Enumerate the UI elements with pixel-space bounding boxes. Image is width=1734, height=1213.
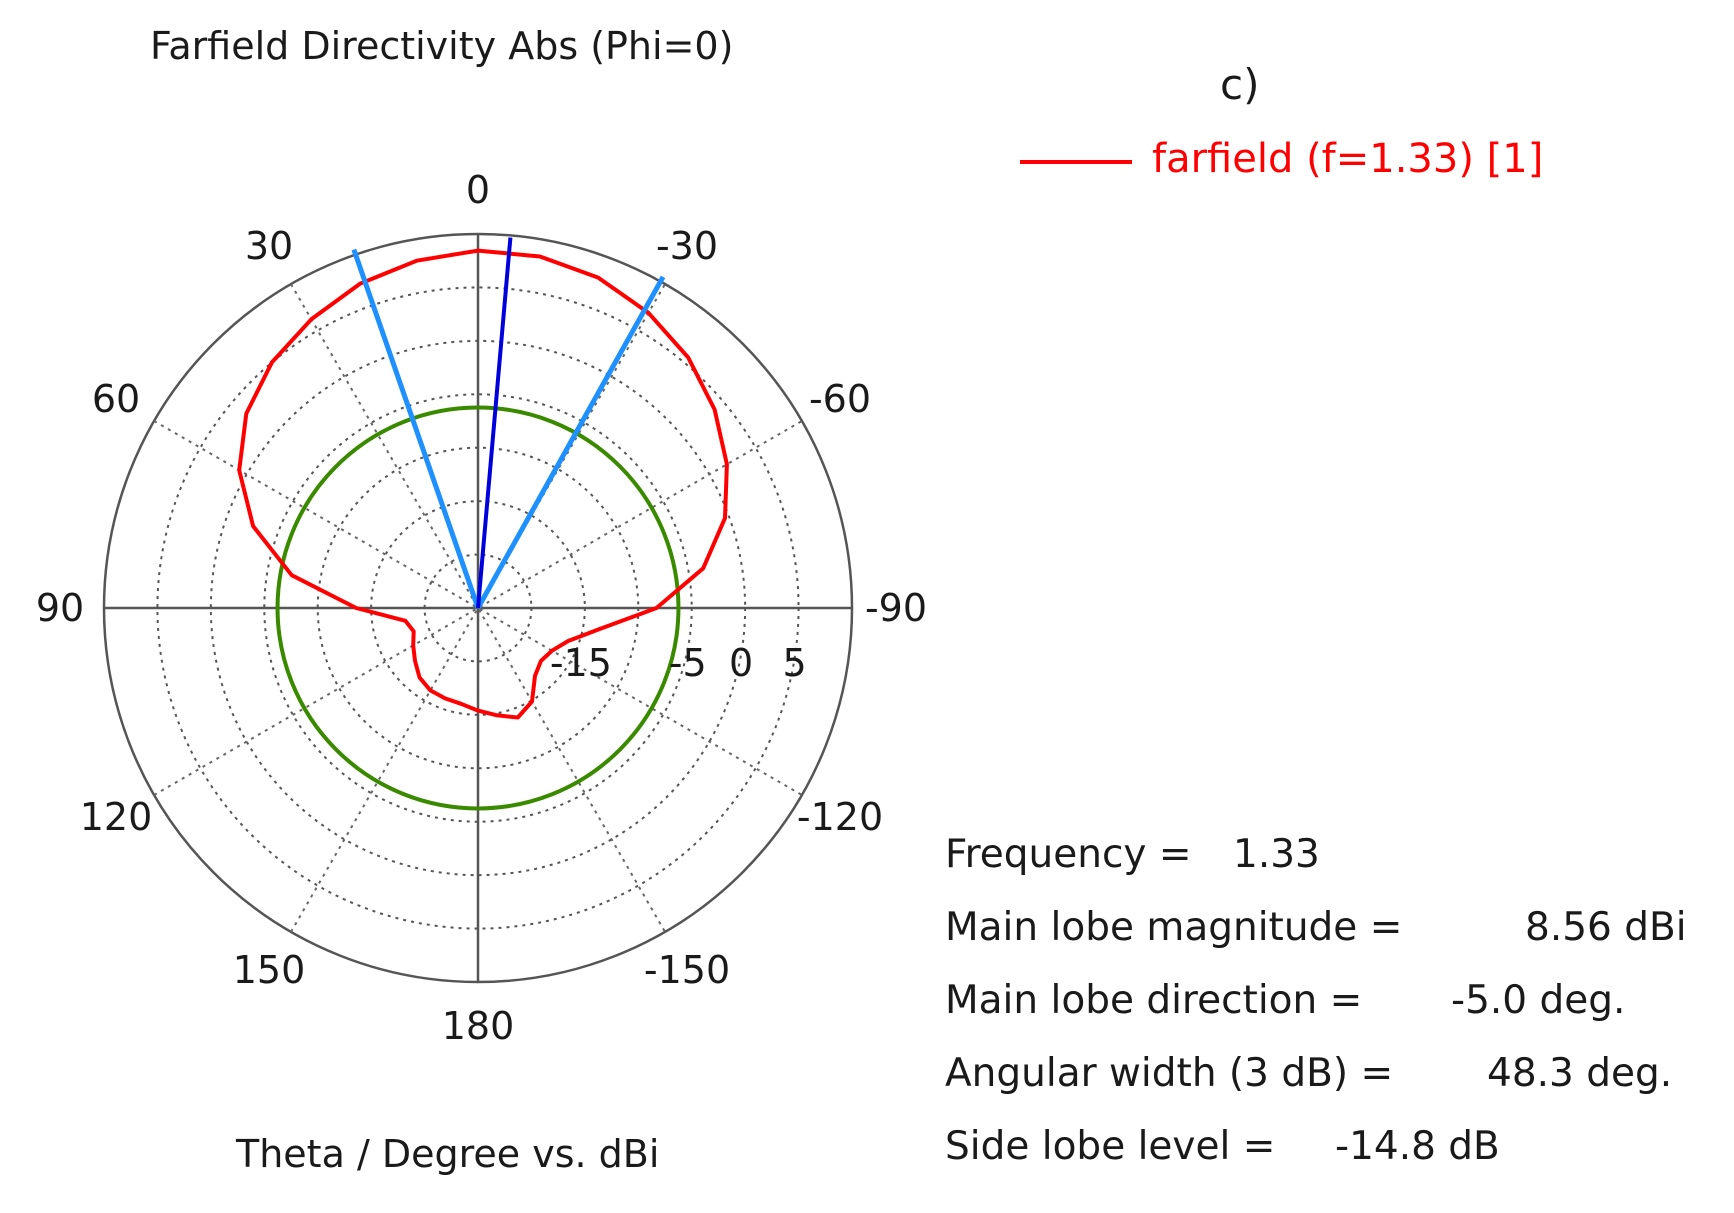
info-value: 1.33 xyxy=(1233,832,1320,877)
angle-tick-label: 120 xyxy=(80,795,153,839)
series-line xyxy=(237,248,729,720)
angle-tick-label: 0 xyxy=(466,168,490,212)
angle-tick-label: 150 xyxy=(233,948,306,992)
info-value: 48.3 deg. xyxy=(1487,1051,1673,1096)
info-label: Main lobe magnitude = xyxy=(945,905,1415,950)
angle-tick-label: -30 xyxy=(656,224,718,268)
angle-tick-label: -120 xyxy=(797,795,883,839)
info-label: Main lobe direction = xyxy=(945,978,1375,1023)
info-label: Frequency = xyxy=(945,832,1204,877)
angle-tick-label: 180 xyxy=(442,1004,515,1048)
side-lobe-circle xyxy=(275,405,681,811)
angle-tick-label: -90 xyxy=(865,586,927,630)
radial-tick-label: -5 xyxy=(669,641,707,685)
info-value: 8.56 dBi xyxy=(1525,905,1687,950)
angle-tick-label: 60 xyxy=(92,377,140,421)
beamwidth-line xyxy=(351,248,481,609)
angle-tick-label: 90 xyxy=(36,586,84,630)
panel-label: c) xyxy=(1220,60,1260,109)
legend-swatch xyxy=(1020,160,1132,164)
info-label: Side lobe level = xyxy=(945,1124,1288,1169)
angle-tick-label: 30 xyxy=(245,224,293,268)
info-label: Angular width (3 dB) = xyxy=(945,1051,1406,1096)
radial-tick-label: 5 xyxy=(783,641,807,685)
angle-tick-label: -150 xyxy=(644,948,730,992)
chart-title: Farfield Directivity Abs (Phi=0) xyxy=(150,24,734,68)
legend-label: farfield (f=1.33) [1] xyxy=(1152,136,1544,182)
x-axis-label: Theta / Degree vs. dBi xyxy=(236,1132,660,1176)
main-lobe-line xyxy=(476,237,513,609)
radial-tick-label: -15 xyxy=(550,641,612,685)
info-value: -14.8 dB xyxy=(1335,1124,1500,1169)
angle-tick-label: -60 xyxy=(809,377,871,421)
info-value: -5.0 deg. xyxy=(1451,978,1626,1023)
radial-tick-label: 0 xyxy=(729,641,753,685)
beamwidth-line xyxy=(475,275,666,610)
